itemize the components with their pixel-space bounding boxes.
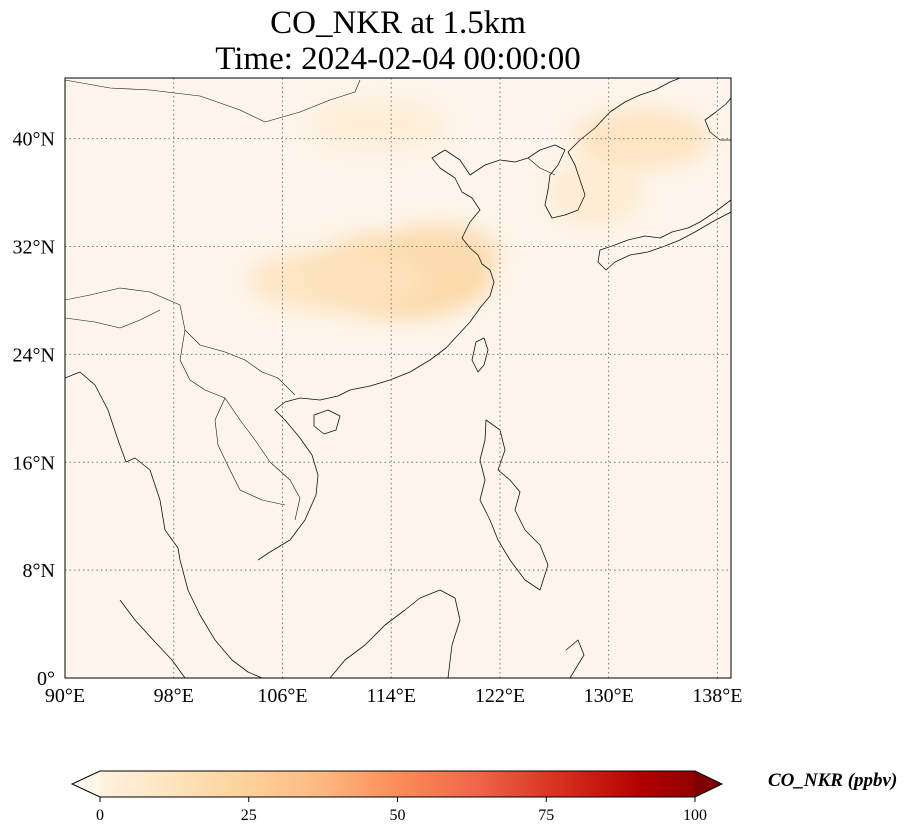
plot-frame <box>64 77 732 679</box>
lon-tick-label: 138°E <box>692 685 742 707</box>
colorbar-ticks: 0 25 50 75 100 <box>96 797 707 824</box>
colorbar-tick-label: 100 <box>683 807 707 824</box>
lat-tick-label: 24°N <box>13 344 55 366</box>
lat-tick-label: 8°N <box>23 560 55 582</box>
coastline-taiwan <box>471 337 489 373</box>
border-china-south <box>65 287 296 396</box>
colorbar: 0 25 50 75 100 <box>70 770 724 824</box>
coastline-japan <box>597 199 731 271</box>
border-himalaya <box>65 309 161 329</box>
coastline-north <box>567 78 681 153</box>
coastline-malaya <box>179 559 263 678</box>
lat-tick-label: 16°N <box>13 452 55 474</box>
coastlines-and-borders <box>65 78 731 678</box>
lon-tick-label: 98°E <box>154 685 194 707</box>
lat-tick-label: 0° <box>37 668 55 690</box>
coastline-mainland <box>257 149 495 561</box>
border-mongolia <box>65 79 361 123</box>
co-plume-2 <box>248 247 426 313</box>
lon-tick-label: 114°E <box>366 685 415 707</box>
border-indochina <box>179 329 301 521</box>
coastline-korea <box>469 144 586 219</box>
colorbar-extend-min <box>72 771 100 797</box>
colorbar-tick-label: 50 <box>390 807 406 824</box>
coastline-sulawesi <box>565 639 585 678</box>
colorbar-tick-label: 25 <box>241 807 257 824</box>
co-plume-4 <box>547 158 643 227</box>
colorbar-tick-label: 0 <box>96 807 104 824</box>
border-korea <box>527 157 556 176</box>
map-title: CO_NKR at 1.5km <box>270 5 526 41</box>
plot-area <box>64 77 732 679</box>
lon-tick-label: 122°E <box>475 685 525 707</box>
colorbar-tick-label: 75 <box>538 807 554 824</box>
concentration-field <box>248 98 711 320</box>
colorbar-extend-max <box>695 771 722 797</box>
map-background <box>65 78 731 678</box>
coastline-philippines <box>479 419 549 591</box>
coastline-hainan <box>313 409 341 435</box>
coastline-borneo <box>329 589 461 678</box>
lon-tick-label: 106°E <box>257 685 307 707</box>
lon-tick-label: 90°E <box>45 685 85 707</box>
coastline-myanmar <box>65 371 181 561</box>
co-plume-5 <box>309 98 446 153</box>
coastline-sumatra <box>119 599 186 678</box>
lat-tick-label: 40°N <box>13 129 55 151</box>
lon-tick-label: 130°E <box>584 685 634 707</box>
lat-tick-label: 32°N <box>13 237 55 259</box>
colorbar-ramp <box>72 771 722 797</box>
colorbar-label: CO_NKR (ppbv) <box>768 770 898 791</box>
axis-tick-labels: 90°E 98°E 106°E 114°E 122°E 130°E 138°E 0° 8°N 16… <box>13 129 743 707</box>
map-subtitle: Time: 2024-02-04 00:00:00 <box>215 41 581 77</box>
